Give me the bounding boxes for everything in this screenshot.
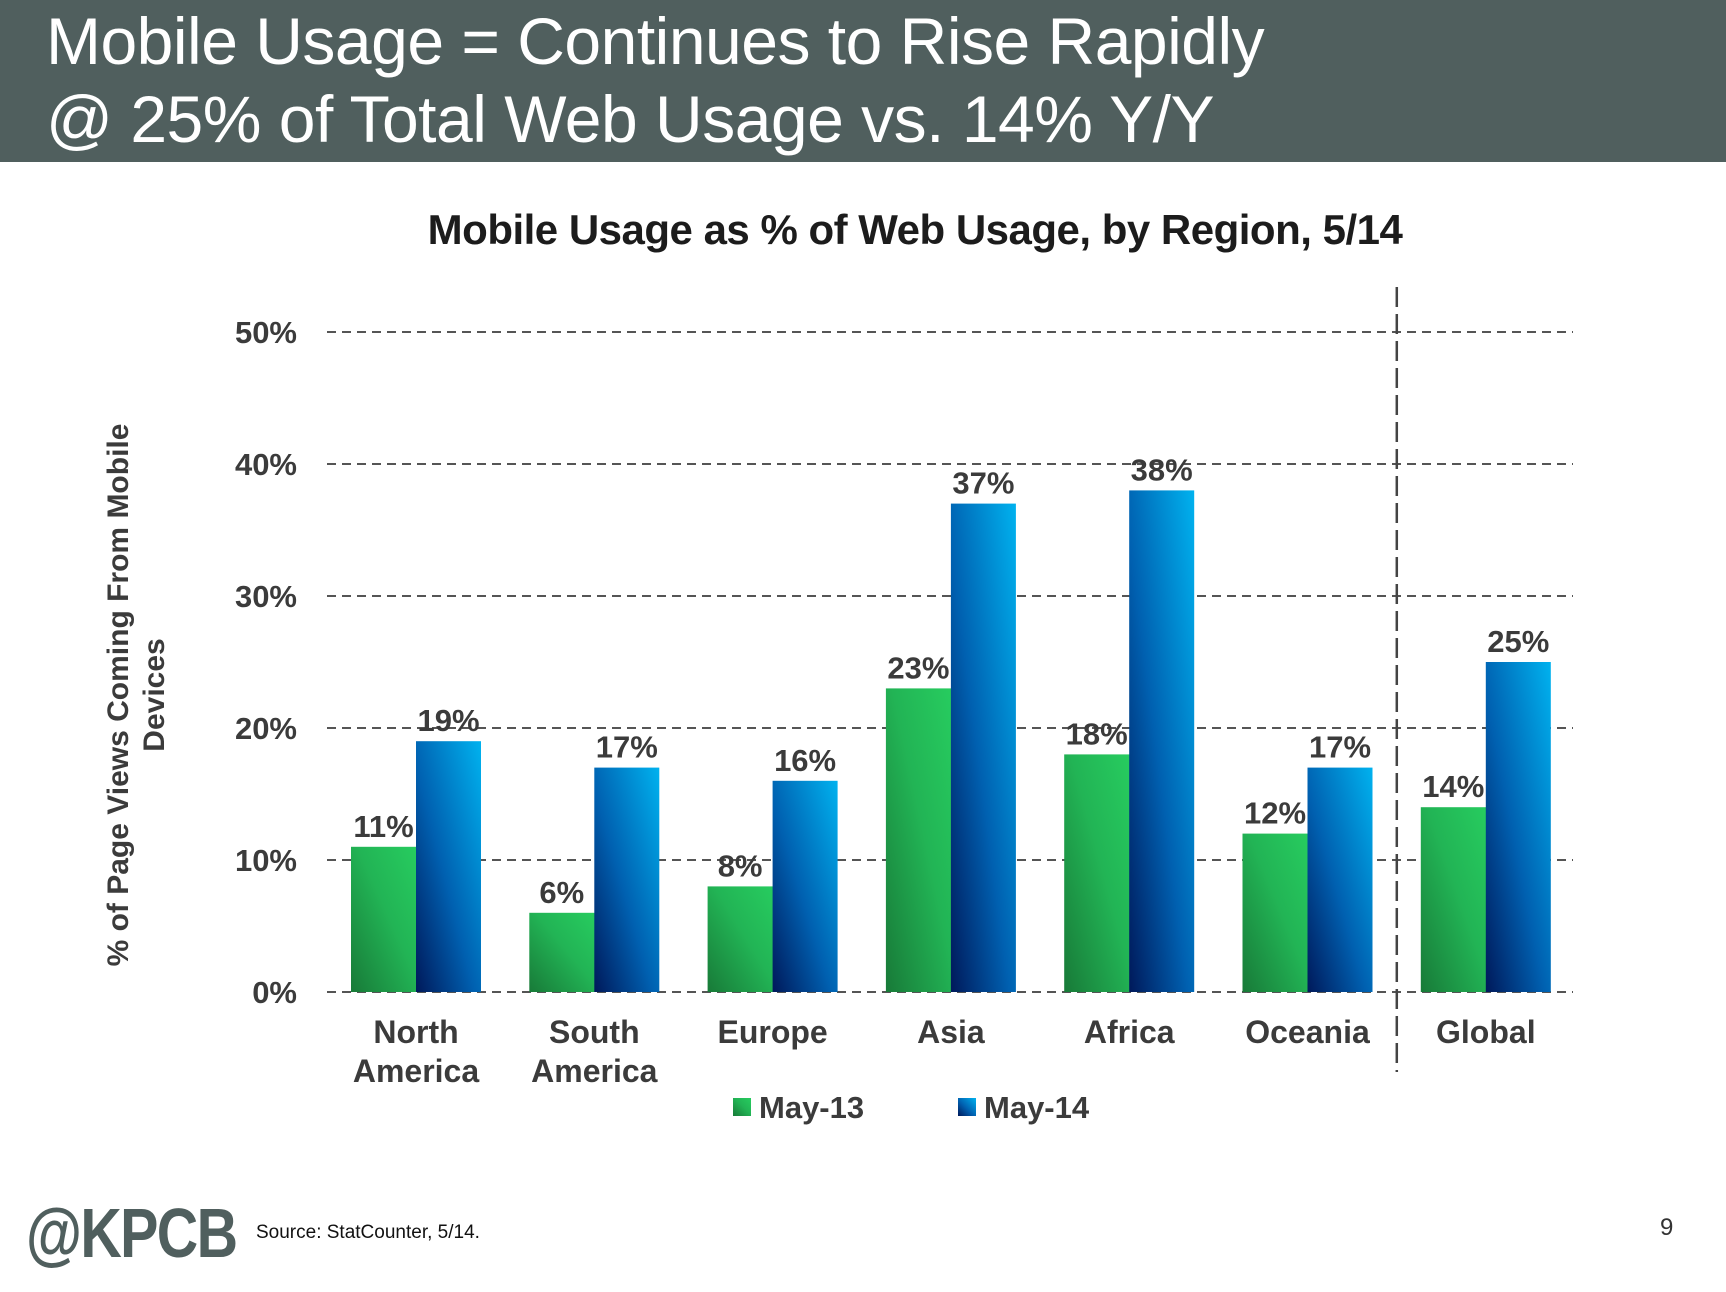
data-label: 18%: [1066, 716, 1128, 751]
bar-may-14-africa: [1129, 490, 1195, 992]
category-label: North: [373, 1014, 458, 1050]
kpcb-logo: @KPCB: [26, 1194, 238, 1272]
bar-may-14-asia: [950, 503, 1016, 992]
data-labels: 11%19%6%17%8%16%23%37%18%38%12%17%14%25%: [353, 452, 1549, 909]
bar-may-14-south-america: [594, 767, 660, 992]
bar-may-14-north-america: [416, 741, 481, 992]
data-label: 38%: [1131, 452, 1193, 487]
category-label: Global: [1436, 1014, 1536, 1050]
legend: May-13 May-14: [733, 1090, 1090, 1125]
y-tick-label: 50%: [235, 315, 297, 350]
data-label: 14%: [1422, 769, 1484, 804]
data-label: 23%: [887, 650, 949, 685]
bar-may-14-oceania: [1307, 767, 1373, 992]
y-axis-label-line: % of Page Views Coming From Mobile: [102, 424, 135, 967]
category-label: America: [531, 1053, 658, 1089]
headline-line-2: @ 25% of Total Web Usage vs. 14% Y/Y: [46, 82, 1214, 156]
y-tick-label: 40%: [235, 447, 297, 482]
headline-line-1: Mobile Usage = Continues to Rise Rapidly: [46, 4, 1265, 78]
category-label: Asia: [917, 1014, 985, 1050]
category-label: Oceania: [1245, 1014, 1370, 1050]
bar-may-13-asia: [885, 688, 952, 992]
legend-swatch-may-14: [958, 1098, 976, 1116]
y-axis-label-line: Devices: [138, 638, 171, 751]
y-axis-ticks: 0% 10% 20% 30% 40% 50%: [235, 315, 297, 1010]
bar-may-13-africa: [1064, 754, 1130, 992]
data-label: 16%: [774, 743, 836, 778]
bar-may-13-oceania: [1242, 833, 1308, 992]
data-label: 17%: [1309, 730, 1371, 765]
source-note: Source: StatCounter, 5/14.: [256, 1222, 480, 1243]
data-label: 19%: [417, 703, 479, 738]
bar-may-13-south-america: [529, 912, 595, 992]
header-bar: Mobile Usage = Continues to Rise Rapidly…: [0, 0, 1726, 162]
category-label: Europe: [717, 1014, 827, 1050]
y-tick-label: 0%: [252, 975, 297, 1010]
data-label: 11%: [353, 809, 413, 844]
data-label: 8%: [718, 848, 763, 883]
legend-swatch-may-13: [733, 1098, 751, 1116]
data-label: 6%: [539, 875, 584, 910]
category-label: South: [549, 1014, 640, 1050]
legend-label: May-13: [759, 1090, 864, 1125]
y-tick-label: 30%: [235, 579, 297, 614]
bar-may-14-europe: [772, 780, 838, 992]
data-label: 12%: [1244, 796, 1306, 831]
bar-may-14-global: [1485, 662, 1551, 992]
category-label: Africa: [1084, 1014, 1175, 1050]
data-label: 17%: [596, 730, 658, 765]
bar-may-13-global: [1420, 807, 1487, 992]
page-number: 9: [1660, 1214, 1674, 1241]
y-tick-label: 20%: [235, 711, 297, 746]
bar-may-13-north-america: [351, 846, 417, 992]
category-label: America: [353, 1053, 480, 1089]
data-label: 37%: [952, 466, 1014, 501]
legend-label: May-14: [984, 1090, 1090, 1125]
y-tick-label: 10%: [235, 843, 297, 878]
chart-title: Mobile Usage as % of Web Usage, by Regio…: [427, 206, 1403, 253]
bar-may-13-europe: [707, 886, 774, 992]
y-axis-label: % of Page Views Coming From Mobile Device…: [102, 424, 171, 967]
bars: [351, 490, 1551, 992]
data-label: 25%: [1487, 624, 1549, 659]
